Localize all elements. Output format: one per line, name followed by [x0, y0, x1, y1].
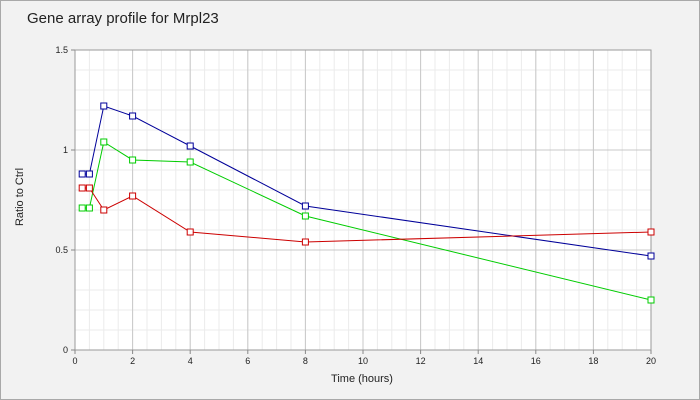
data-point-marker	[129, 192, 137, 200]
data-point-marker	[85, 170, 93, 178]
series-layer	[78, 102, 655, 304]
y-tick-label: 1.5	[55, 45, 68, 55]
chart-title: Gene array profile for Mrpl23	[27, 10, 219, 27]
x-tick-label: 18	[588, 356, 598, 366]
x-tick-label: 2	[130, 356, 135, 366]
data-point-marker	[186, 228, 194, 236]
data-point-marker	[647, 228, 655, 236]
x-tick-label: 12	[416, 356, 426, 366]
data-point-marker	[647, 296, 655, 304]
data-point-marker	[78, 184, 86, 192]
x-axis-label: Time (hours)	[331, 373, 393, 385]
data-point-marker	[85, 204, 93, 212]
y-tick-label: 0	[63, 345, 68, 355]
data-point-marker	[301, 212, 309, 220]
series-1	[78, 102, 655, 260]
data-point-marker	[301, 238, 309, 246]
x-tick-label: 4	[188, 356, 193, 366]
x-tick-label: 8	[303, 356, 308, 366]
y-tick-label: 1	[63, 145, 68, 155]
data-point-marker	[129, 112, 137, 120]
x-tick-label: 10	[358, 356, 368, 366]
x-tick-label: 0	[72, 356, 77, 366]
data-point-marker	[186, 158, 194, 166]
data-point-marker	[186, 142, 194, 150]
series-3	[78, 184, 655, 246]
y-axis-ticks: 0 0.5 1 1.5	[55, 45, 75, 355]
data-point-marker	[100, 138, 108, 146]
series-2	[78, 138, 655, 304]
x-axis-ticks: 0 2 4 6 8 10 12 14 16 18 20	[72, 350, 656, 366]
data-point-marker	[647, 252, 655, 260]
x-tick-label: 20	[646, 356, 656, 366]
data-point-marker	[301, 202, 309, 210]
data-point-marker	[85, 184, 93, 192]
x-tick-label: 14	[473, 356, 483, 366]
data-point-marker	[78, 170, 86, 178]
data-point-marker	[78, 204, 86, 212]
y-tick-label: 0.5	[55, 245, 68, 255]
data-point-marker	[100, 206, 108, 214]
x-tick-label: 16	[531, 356, 541, 366]
data-point-marker	[100, 102, 108, 110]
x-tick-label: 6	[245, 356, 250, 366]
data-point-marker	[129, 156, 137, 164]
